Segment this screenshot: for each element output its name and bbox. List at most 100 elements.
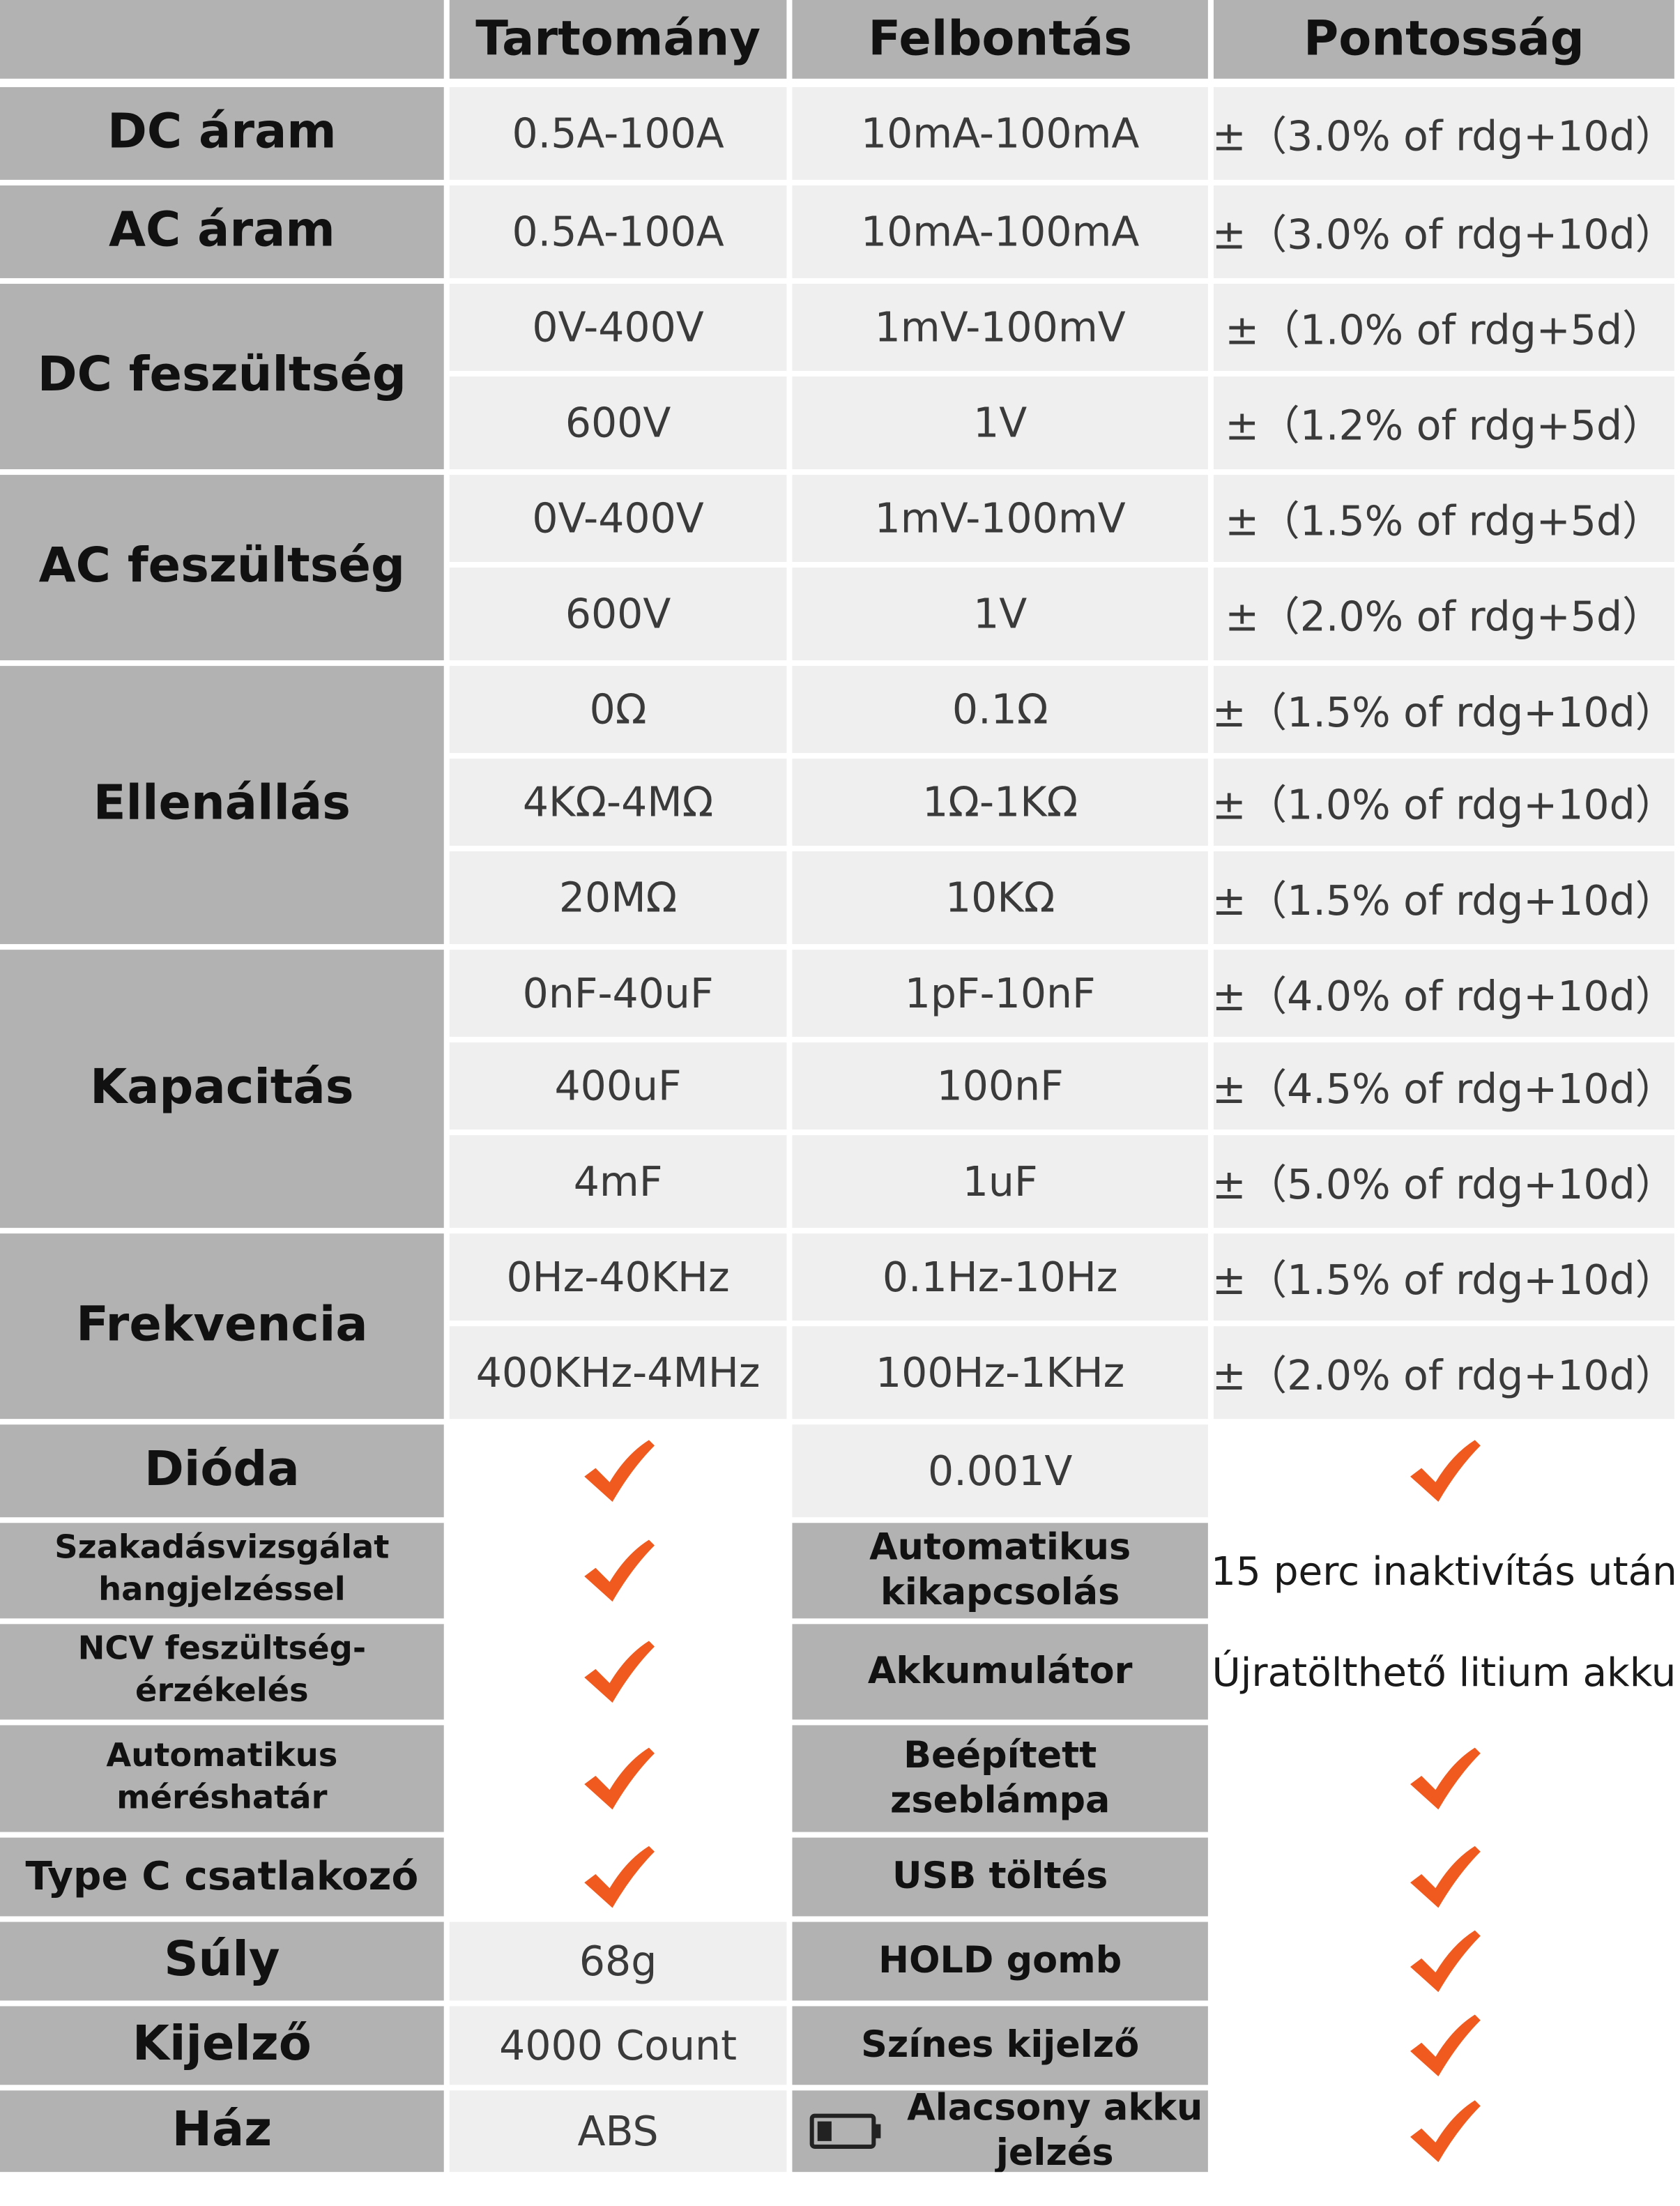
range-value: 20MΩ: [558, 874, 678, 922]
measurement-label-text: DC feszültség: [37, 347, 406, 404]
accuracy-cell: ±（2.0% of rdg+5d）: [1213, 568, 1674, 661]
range-value: 600V: [565, 399, 671, 447]
range-cell: 0V-400V: [449, 475, 787, 563]
range-cell: 0V-400V: [449, 284, 787, 371]
resolution-value: 0.1Ω: [952, 685, 1048, 733]
resolution-value: 1mV-100mV: [874, 494, 1126, 542]
accuracy-value: ±（1.5% of rdg+10d）: [1213, 1256, 1674, 1304]
feature-right-value-text: 15 perc inaktivítás után: [1213, 1547, 1674, 1595]
feature-value-text: 68g: [579, 1937, 657, 1986]
header-blank: [0, 0, 444, 79]
accuracy-value: ±（1.5% of rdg+10d）: [1213, 876, 1674, 925]
feature-right-label: Automatikus kikapcsolás: [792, 1523, 1208, 1619]
feature-right-label-text: Alacsony akku jelzés: [907, 2090, 1203, 2173]
feature-right-value: 15 perc inaktivítás után: [1213, 1523, 1674, 1619]
feature-value: [449, 1523, 787, 1619]
feature-right-label-text: Színes kijelző: [861, 2024, 1140, 2067]
feature-right-label: Színes kijelző: [792, 2006, 1208, 2085]
checkmark-icon: [1410, 1846, 1481, 1908]
feature-label: Ház: [0, 2090, 444, 2173]
feature-label-text: Kijelző: [132, 2016, 312, 2073]
resolution-cell: 100nF: [792, 1042, 1208, 1130]
feature-label: Type C csatlakozó: [0, 1837, 444, 1917]
measurement-label: DC áram: [0, 86, 444, 180]
resolution-value: 1V: [973, 399, 1028, 447]
feature-right-label: HOLD gomb: [792, 1922, 1208, 2001]
measurement-label-text: AC áram: [108, 202, 335, 259]
column-header-label: Felbontás: [868, 11, 1132, 68]
feature-value: 68g: [449, 1922, 787, 2001]
resolution-value: 1uF: [962, 1157, 1038, 1205]
accuracy-cell: ±（1.5% of rdg+10d）: [1213, 851, 1674, 945]
accuracy-cell: ±（1.5% of rdg+5d）: [1213, 475, 1674, 563]
measurement-label-text: AC feszültség: [38, 538, 406, 595]
feature-label: NCV feszültség-érzékelés: [0, 1624, 444, 1720]
range-value: 4mF: [573, 1157, 663, 1205]
measurement-label: Ellenállás: [0, 666, 444, 945]
feature-value: [449, 1624, 787, 1720]
feature-right-label-text: Akkumulátor: [867, 1650, 1133, 1693]
resolution-value: 0.1Hz-10Hz: [882, 1253, 1118, 1301]
feature-label: Automatikus méréshatár: [0, 1725, 444, 1832]
resolution-value: 10mA-100mA: [860, 208, 1140, 256]
feature-right-value: [1213, 1837, 1674, 1917]
diode-label: Dióda: [0, 1424, 444, 1518]
checkmark-icon: [1410, 2014, 1481, 2077]
accuracy-cell: ±（1.5% of rdg+10d）: [1213, 666, 1674, 754]
resolution-cell: 100Hz-1KHz: [792, 1326, 1208, 1420]
accuracy-value: ±（1.2% of rdg+5d）: [1225, 402, 1663, 450]
feature-right-label: Akkumulátor: [792, 1624, 1208, 1720]
column-header: Felbontás: [792, 0, 1208, 79]
checkmark-icon: [1410, 2100, 1481, 2163]
feature-label-text: Szakadásvizsgálat hangjelzéssel: [54, 1530, 390, 1609]
measurement-label-text: DC áram: [107, 104, 337, 161]
checkmark-icon: [584, 1641, 655, 1703]
feature-right-value: [1213, 1922, 1674, 2001]
range-value: 600V: [565, 590, 671, 638]
range-value: 0.5A-100A: [512, 208, 724, 256]
column-header: Pontosság: [1213, 0, 1674, 79]
range-value: 400uF: [554, 1062, 682, 1110]
accuracy-value: ±（4.0% of rdg+10d）: [1213, 972, 1674, 1020]
resolution-value: 1V: [973, 590, 1028, 638]
diode-accuracy-cell: [1213, 1424, 1674, 1518]
resolution-cell: 1mV-100mV: [792, 475, 1208, 563]
diode-range-cell: [449, 1424, 787, 1518]
feature-label: Kijelző: [0, 2006, 444, 2085]
measurement-label: AC feszültség: [0, 475, 444, 661]
resolution-value: 1Ω-1KΩ: [922, 778, 1078, 826]
accuracy-value: ±（1.0% of rdg+5d）: [1225, 306, 1663, 354]
range-cell: 600V: [449, 568, 787, 661]
resolution-value: 1pF-10nF: [904, 969, 1096, 1017]
feature-label-text: Type C csatlakozó: [25, 1852, 419, 1899]
resolution-cell: 0.1Ω: [792, 666, 1208, 754]
resolution-cell: 1mV-100mV: [792, 284, 1208, 371]
feature-label-text: Ház: [171, 2102, 273, 2159]
feature-right-value: Újratölthető litium akku: [1213, 1624, 1674, 1720]
feature-right-label-text: HOLD gomb: [878, 1940, 1122, 1982]
resolution-cell: 10KΩ: [792, 851, 1208, 945]
accuracy-value: ±（1.5% of rdg+5d）: [1225, 497, 1663, 545]
measurement-label-text: Kapacitás: [90, 1059, 354, 1116]
range-value: 4KΩ-4MΩ: [522, 778, 714, 826]
feature-right-label-text: USB töltés: [892, 1855, 1108, 1898]
resolution-cell: 10mA-100mA: [792, 86, 1208, 180]
feature-right-label: Alacsony akku jelzés: [792, 2090, 1208, 2173]
range-cell: 0.5A-100A: [449, 86, 787, 180]
resolution-cell: 1V: [792, 568, 1208, 661]
resolution-cell: 1Ω-1KΩ: [792, 759, 1208, 846]
feature-value-text: 4000 Count: [499, 2021, 738, 2070]
column-header: Tartomány: [449, 0, 787, 79]
checkmark-icon: [1410, 1930, 1481, 1993]
feature-right-label-text: Automatikus kikapcsolás: [869, 1526, 1131, 1615]
feature-right-value: [1213, 2006, 1674, 2085]
feature-value: [449, 1837, 787, 1917]
range-value: 0V-400V: [532, 494, 704, 542]
feature-right-value: [1213, 2090, 1674, 2173]
feature-label-text: Súly: [164, 1932, 280, 1988]
accuracy-cell: ±（4.5% of rdg+10d）: [1213, 1042, 1674, 1130]
range-cell: 0.5A-100A: [449, 185, 787, 278]
measurement-label-text: Frekvencia: [76, 1297, 368, 1354]
accuracy-cell: ±（1.5% of rdg+10d）: [1213, 1233, 1674, 1321]
resolution-cell: 1pF-10nF: [792, 950, 1208, 1037]
